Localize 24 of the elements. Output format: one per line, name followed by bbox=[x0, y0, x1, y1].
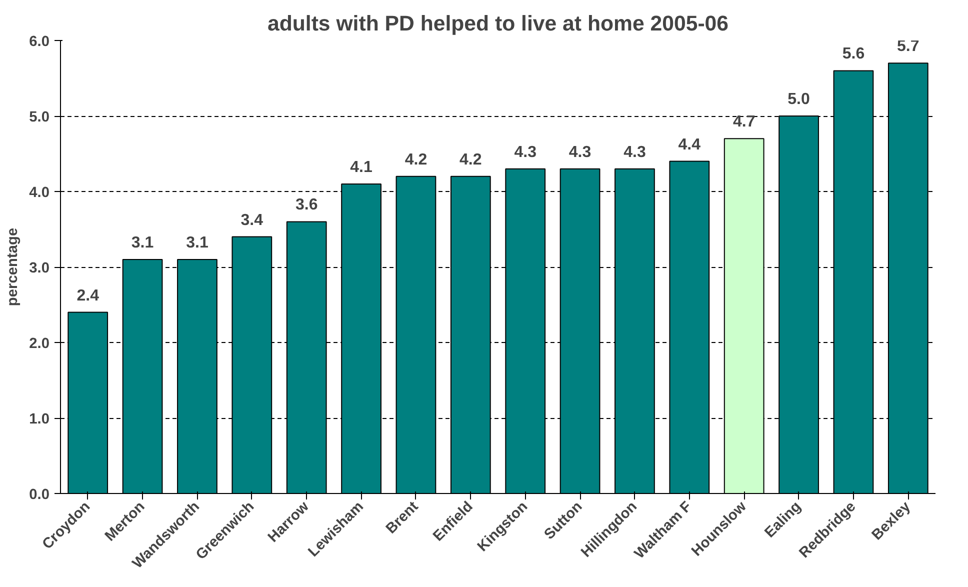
data-label: 3.6 bbox=[295, 196, 318, 214]
data-label: 4.1 bbox=[350, 158, 373, 176]
y-tick-label: 1.0 bbox=[29, 412, 50, 428]
data-label: 5.0 bbox=[788, 91, 810, 108]
data-label: 4.3 bbox=[514, 144, 537, 161]
y-axis-title: percentage bbox=[5, 228, 22, 306]
data-label: 3.4 bbox=[240, 212, 264, 229]
y-tick-label: 3.0 bbox=[29, 260, 50, 276]
chart-title: adults with PD helped to live at home 2005-06 bbox=[267, 12, 729, 36]
data-label: 4.2 bbox=[404, 151, 428, 168]
y-tick-label: 2.0 bbox=[29, 336, 50, 352]
data-label: 4.4 bbox=[678, 136, 701, 154]
y-tick-label: 6.0 bbox=[29, 34, 50, 50]
data-label: 4.7 bbox=[732, 114, 756, 131]
data-label: 4.3 bbox=[624, 144, 646, 161]
data-label: 4.2 bbox=[460, 151, 482, 168]
data-label: 2.4 bbox=[76, 287, 100, 304]
data-label: 5.6 bbox=[842, 46, 865, 63]
y-tick-label: 0.0 bbox=[29, 487, 50, 503]
data-label: 3.1 bbox=[186, 234, 208, 252]
y-tick-label: 4.0 bbox=[29, 185, 50, 201]
y-tick-label: 5.0 bbox=[29, 110, 50, 126]
data-label: 3.1 bbox=[131, 234, 154, 252]
data-label: 4.3 bbox=[568, 144, 592, 161]
